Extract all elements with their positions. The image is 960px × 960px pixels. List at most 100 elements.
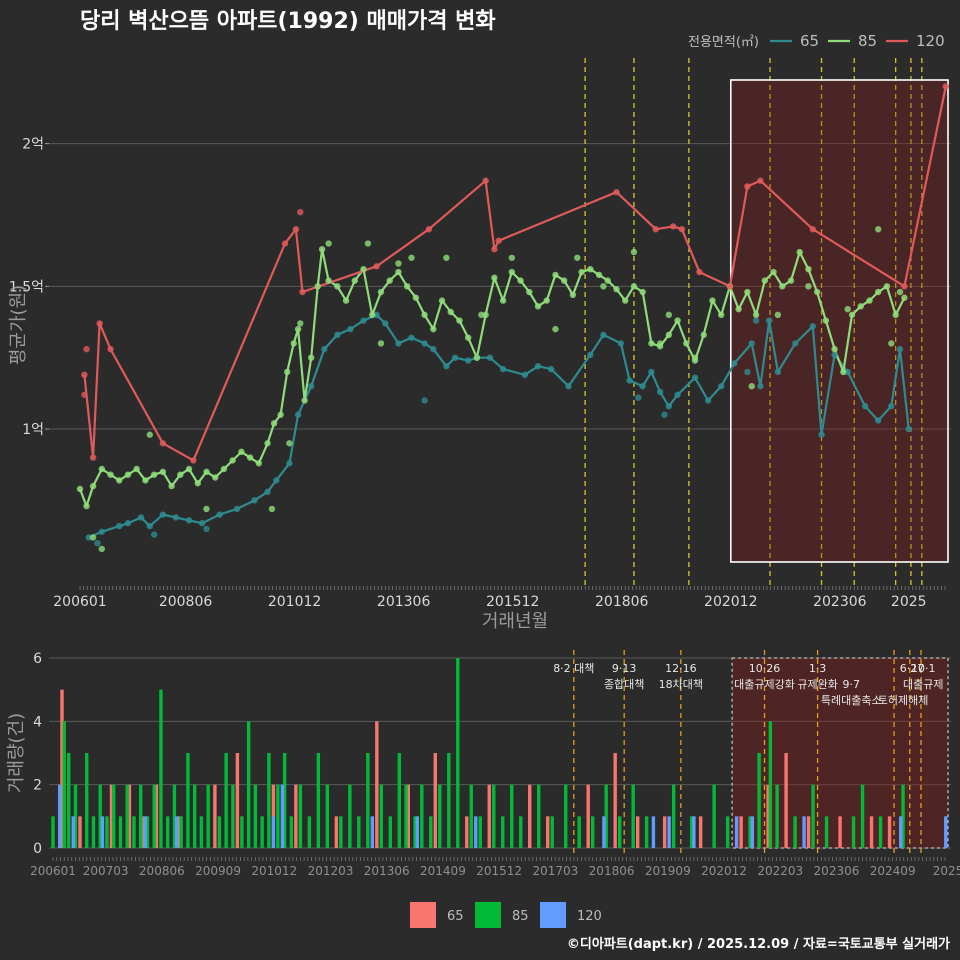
price-point-65: [635, 394, 642, 401]
volume-x-tick-label: 202012: [701, 864, 747, 878]
price-point-65: [421, 397, 428, 404]
price-point-65: [765, 317, 773, 324]
volume-bar-85: [298, 784, 303, 848]
price-point-65: [665, 402, 673, 410]
price-point-65: [905, 425, 912, 433]
price-point-120: [901, 283, 908, 290]
price-point-85: [813, 288, 821, 296]
volume-x-tick-label: 201306: [364, 864, 410, 878]
price-point-120: [373, 263, 380, 270]
price-point-85: [76, 485, 84, 493]
price-point-65: [704, 397, 712, 404]
price-y-axis-label: 평균가(원): [8, 285, 29, 365]
volume-bar-85: [631, 784, 635, 848]
volume-bar-85: [348, 784, 352, 848]
volume-x-tick-label: 201806: [589, 864, 635, 878]
price-point-85: [883, 283, 891, 290]
volume-bar-85: [51, 816, 55, 848]
price-point-85: [146, 431, 153, 438]
policy-annotation-label: 종합대책: [604, 678, 644, 691]
price-point-85: [473, 354, 481, 361]
price-point-85: [491, 274, 498, 281]
price-point-65: [421, 340, 428, 347]
volume-x-tick-label: 202409: [870, 864, 916, 878]
price-point-85: [351, 277, 358, 284]
volume-bar-85: [429, 816, 433, 848]
price-point-65: [565, 383, 572, 390]
price-point-85: [600, 283, 607, 290]
price-point-85: [857, 303, 864, 310]
volume-bar-120: [58, 784, 62, 848]
price-point-65: [521, 371, 529, 378]
volume-bar-85: [456, 658, 460, 848]
price-y-ticks: 1억 1.5억 2억: [9, 137, 49, 438]
volume-bar-85: [577, 816, 581, 848]
price-point-65: [717, 383, 725, 390]
volume-bar-85: [366, 753, 370, 848]
price-point-85: [447, 308, 454, 316]
volume-bar-85: [590, 816, 595, 848]
price-point-85: [377, 288, 385, 296]
volume-bar-85: [165, 816, 170, 848]
price-point-65: [731, 360, 738, 367]
volume-bar-65: [806, 816, 811, 848]
price-point-85: [294, 325, 302, 333]
volume-y-tick-label: 4: [33, 714, 42, 730]
volume-bar-65: [235, 753, 240, 848]
price-point-65: [691, 374, 699, 381]
volume-bar-85: [85, 753, 89, 848]
policy-annotation-label: 10·1: [911, 662, 936, 675]
price-point-120: [678, 226, 686, 233]
price-point-85: [822, 317, 830, 324]
price-point-85: [901, 294, 908, 301]
price-plot-area: [49, 48, 951, 586]
price-point-65: [587, 351, 594, 359]
price-point-85: [412, 294, 420, 301]
price-point-65: [203, 525, 210, 533]
volume-bar-65: [887, 816, 892, 848]
volume-bar-65: [698, 816, 703, 848]
volume-bar-85: [519, 816, 523, 848]
price-point-85: [595, 271, 603, 279]
volume-bar-65: [334, 816, 339, 848]
price-point-85: [748, 383, 755, 390]
price-highlight-region: [729, 79, 949, 563]
price-point-65: [395, 340, 402, 347]
volume-bar-85: [339, 816, 343, 848]
price-point-85: [787, 277, 795, 284]
price-point-65: [547, 365, 555, 373]
price-point-85: [89, 534, 97, 541]
price-point-85: [840, 368, 847, 376]
volume-policy-lines: [573, 650, 922, 856]
volume-x-tick-label: 202306: [814, 864, 860, 878]
price-point-65: [430, 345, 437, 353]
volume-bar-120: [370, 816, 375, 848]
price-x-tick-label: 202306: [813, 594, 867, 610]
price-point-85: [875, 288, 882, 296]
price-point-65: [626, 377, 633, 384]
price-point-85: [325, 277, 332, 284]
bottom-legend-label-85: 85: [512, 909, 529, 924]
bottom-legend: 65 85 120: [410, 902, 602, 928]
price-x-axis-label: 거래년월: [482, 611, 548, 632]
price-point-65: [465, 357, 472, 364]
price-point-120: [96, 320, 103, 327]
price-point-85: [508, 254, 516, 261]
volume-bar-65: [406, 784, 411, 848]
volume-bar-85: [289, 816, 294, 848]
policy-annotations: 8·2 대책 9·13 종합대책 12·16 18차대책 10·26 대출규제강화 1·3 규제…: [553, 662, 943, 707]
policy-annotation-label: 규제완화: [797, 678, 837, 691]
volume-bar-120: [651, 816, 656, 848]
volume-bar-65: [375, 721, 379, 848]
volume-bar-85: [206, 784, 210, 848]
price-point-65: [748, 340, 755, 347]
price-point-85: [377, 340, 385, 347]
price-point-85: [569, 291, 577, 299]
volume-bar-85: [224, 753, 228, 848]
price-point-120: [696, 268, 703, 276]
price-point-65: [861, 402, 869, 410]
price-point-85: [844, 305, 851, 313]
price-point-85: [796, 248, 803, 256]
price-x-tick-label: 201512: [486, 594, 539, 610]
chart-title: 당리 벽산으뜸 아파트(1992) 매매가격 변화: [80, 9, 496, 34]
